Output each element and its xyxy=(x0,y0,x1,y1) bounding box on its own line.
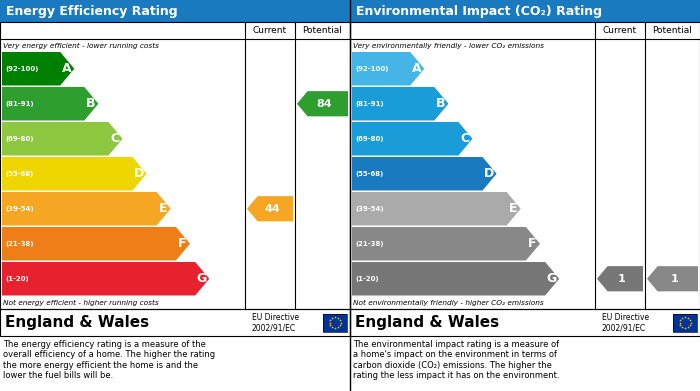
Polygon shape xyxy=(352,52,424,86)
Bar xyxy=(0,309,350,336)
Text: (55-68): (55-68) xyxy=(355,171,384,177)
Text: Not energy efficient - higher running costs: Not energy efficient - higher running co… xyxy=(3,300,159,306)
Text: F: F xyxy=(528,237,536,250)
Text: (1-20): (1-20) xyxy=(355,276,379,282)
Text: (1-20): (1-20) xyxy=(5,276,29,282)
Text: A: A xyxy=(412,62,421,75)
Text: B: B xyxy=(436,97,445,110)
Text: EU Directive
2002/91/EC: EU Directive 2002/91/EC xyxy=(252,313,299,332)
Text: G: G xyxy=(547,272,556,285)
Text: Very energy efficient - lower running costs: Very energy efficient - lower running co… xyxy=(3,43,159,48)
Text: The energy efficiency rating is a measure of the
overall efficiency of a home. T: The energy efficiency rating is a measur… xyxy=(3,340,215,380)
Polygon shape xyxy=(597,266,643,291)
Bar xyxy=(0,22,350,309)
Text: (92-100): (92-100) xyxy=(355,66,388,72)
Text: 1: 1 xyxy=(618,274,626,284)
Text: 44: 44 xyxy=(264,204,280,214)
Text: Very environmentally friendly - lower CO₂ emissions: Very environmentally friendly - lower CO… xyxy=(353,43,544,48)
Bar xyxy=(350,309,700,336)
Polygon shape xyxy=(647,266,698,291)
Text: E: E xyxy=(509,202,517,215)
Polygon shape xyxy=(2,192,171,226)
Text: (81-91): (81-91) xyxy=(355,101,384,107)
Text: (55-68): (55-68) xyxy=(5,171,34,177)
Text: Potential: Potential xyxy=(302,26,342,35)
Text: England & Wales: England & Wales xyxy=(355,315,499,330)
Text: D: D xyxy=(484,167,494,180)
Text: (21-38): (21-38) xyxy=(355,241,384,247)
Polygon shape xyxy=(352,192,521,226)
Polygon shape xyxy=(2,52,74,86)
Text: 84: 84 xyxy=(316,99,332,109)
Text: 1: 1 xyxy=(671,274,678,284)
Text: EU Directive
2002/91/EC: EU Directive 2002/91/EC xyxy=(602,313,649,332)
Text: (81-91): (81-91) xyxy=(5,101,34,107)
Text: (69-80): (69-80) xyxy=(355,136,384,142)
Text: D: D xyxy=(134,167,144,180)
Text: C: C xyxy=(110,132,119,145)
Text: G: G xyxy=(197,272,206,285)
Text: C: C xyxy=(460,132,469,145)
Text: Environmental Impact (CO₂) Rating: Environmental Impact (CO₂) Rating xyxy=(356,5,602,18)
Polygon shape xyxy=(2,227,190,260)
Bar xyxy=(350,0,700,22)
Polygon shape xyxy=(247,196,293,221)
Polygon shape xyxy=(2,157,146,190)
Text: Not environmentally friendly - higher CO₂ emissions: Not environmentally friendly - higher CO… xyxy=(353,300,544,306)
Polygon shape xyxy=(352,157,496,190)
Bar xyxy=(350,22,700,309)
Polygon shape xyxy=(2,262,209,296)
Text: E: E xyxy=(159,202,167,215)
Text: (69-80): (69-80) xyxy=(5,136,34,142)
Bar xyxy=(323,314,347,332)
Polygon shape xyxy=(352,227,540,260)
Text: Current: Current xyxy=(253,26,287,35)
Text: (39-54): (39-54) xyxy=(355,206,384,212)
Polygon shape xyxy=(352,122,473,156)
Bar xyxy=(323,314,347,332)
Text: Energy Efficiency Rating: Energy Efficiency Rating xyxy=(6,5,178,18)
Polygon shape xyxy=(2,122,122,156)
Bar xyxy=(673,314,697,332)
Text: (39-54): (39-54) xyxy=(5,206,34,212)
Text: England & Wales: England & Wales xyxy=(5,315,149,330)
Bar xyxy=(0,0,350,22)
Text: (21-38): (21-38) xyxy=(5,241,34,247)
Text: The environmental impact rating is a measure of
a home's impact on the environme: The environmental impact rating is a mea… xyxy=(353,340,559,380)
Text: Current: Current xyxy=(603,26,637,35)
Polygon shape xyxy=(352,87,449,120)
Bar xyxy=(673,314,697,332)
Text: (92-100): (92-100) xyxy=(5,66,38,72)
Polygon shape xyxy=(297,91,348,117)
Text: F: F xyxy=(178,237,186,250)
Text: B: B xyxy=(86,97,95,110)
Text: A: A xyxy=(62,62,71,75)
Polygon shape xyxy=(2,87,99,120)
Text: Potential: Potential xyxy=(652,26,692,35)
Polygon shape xyxy=(352,262,559,296)
